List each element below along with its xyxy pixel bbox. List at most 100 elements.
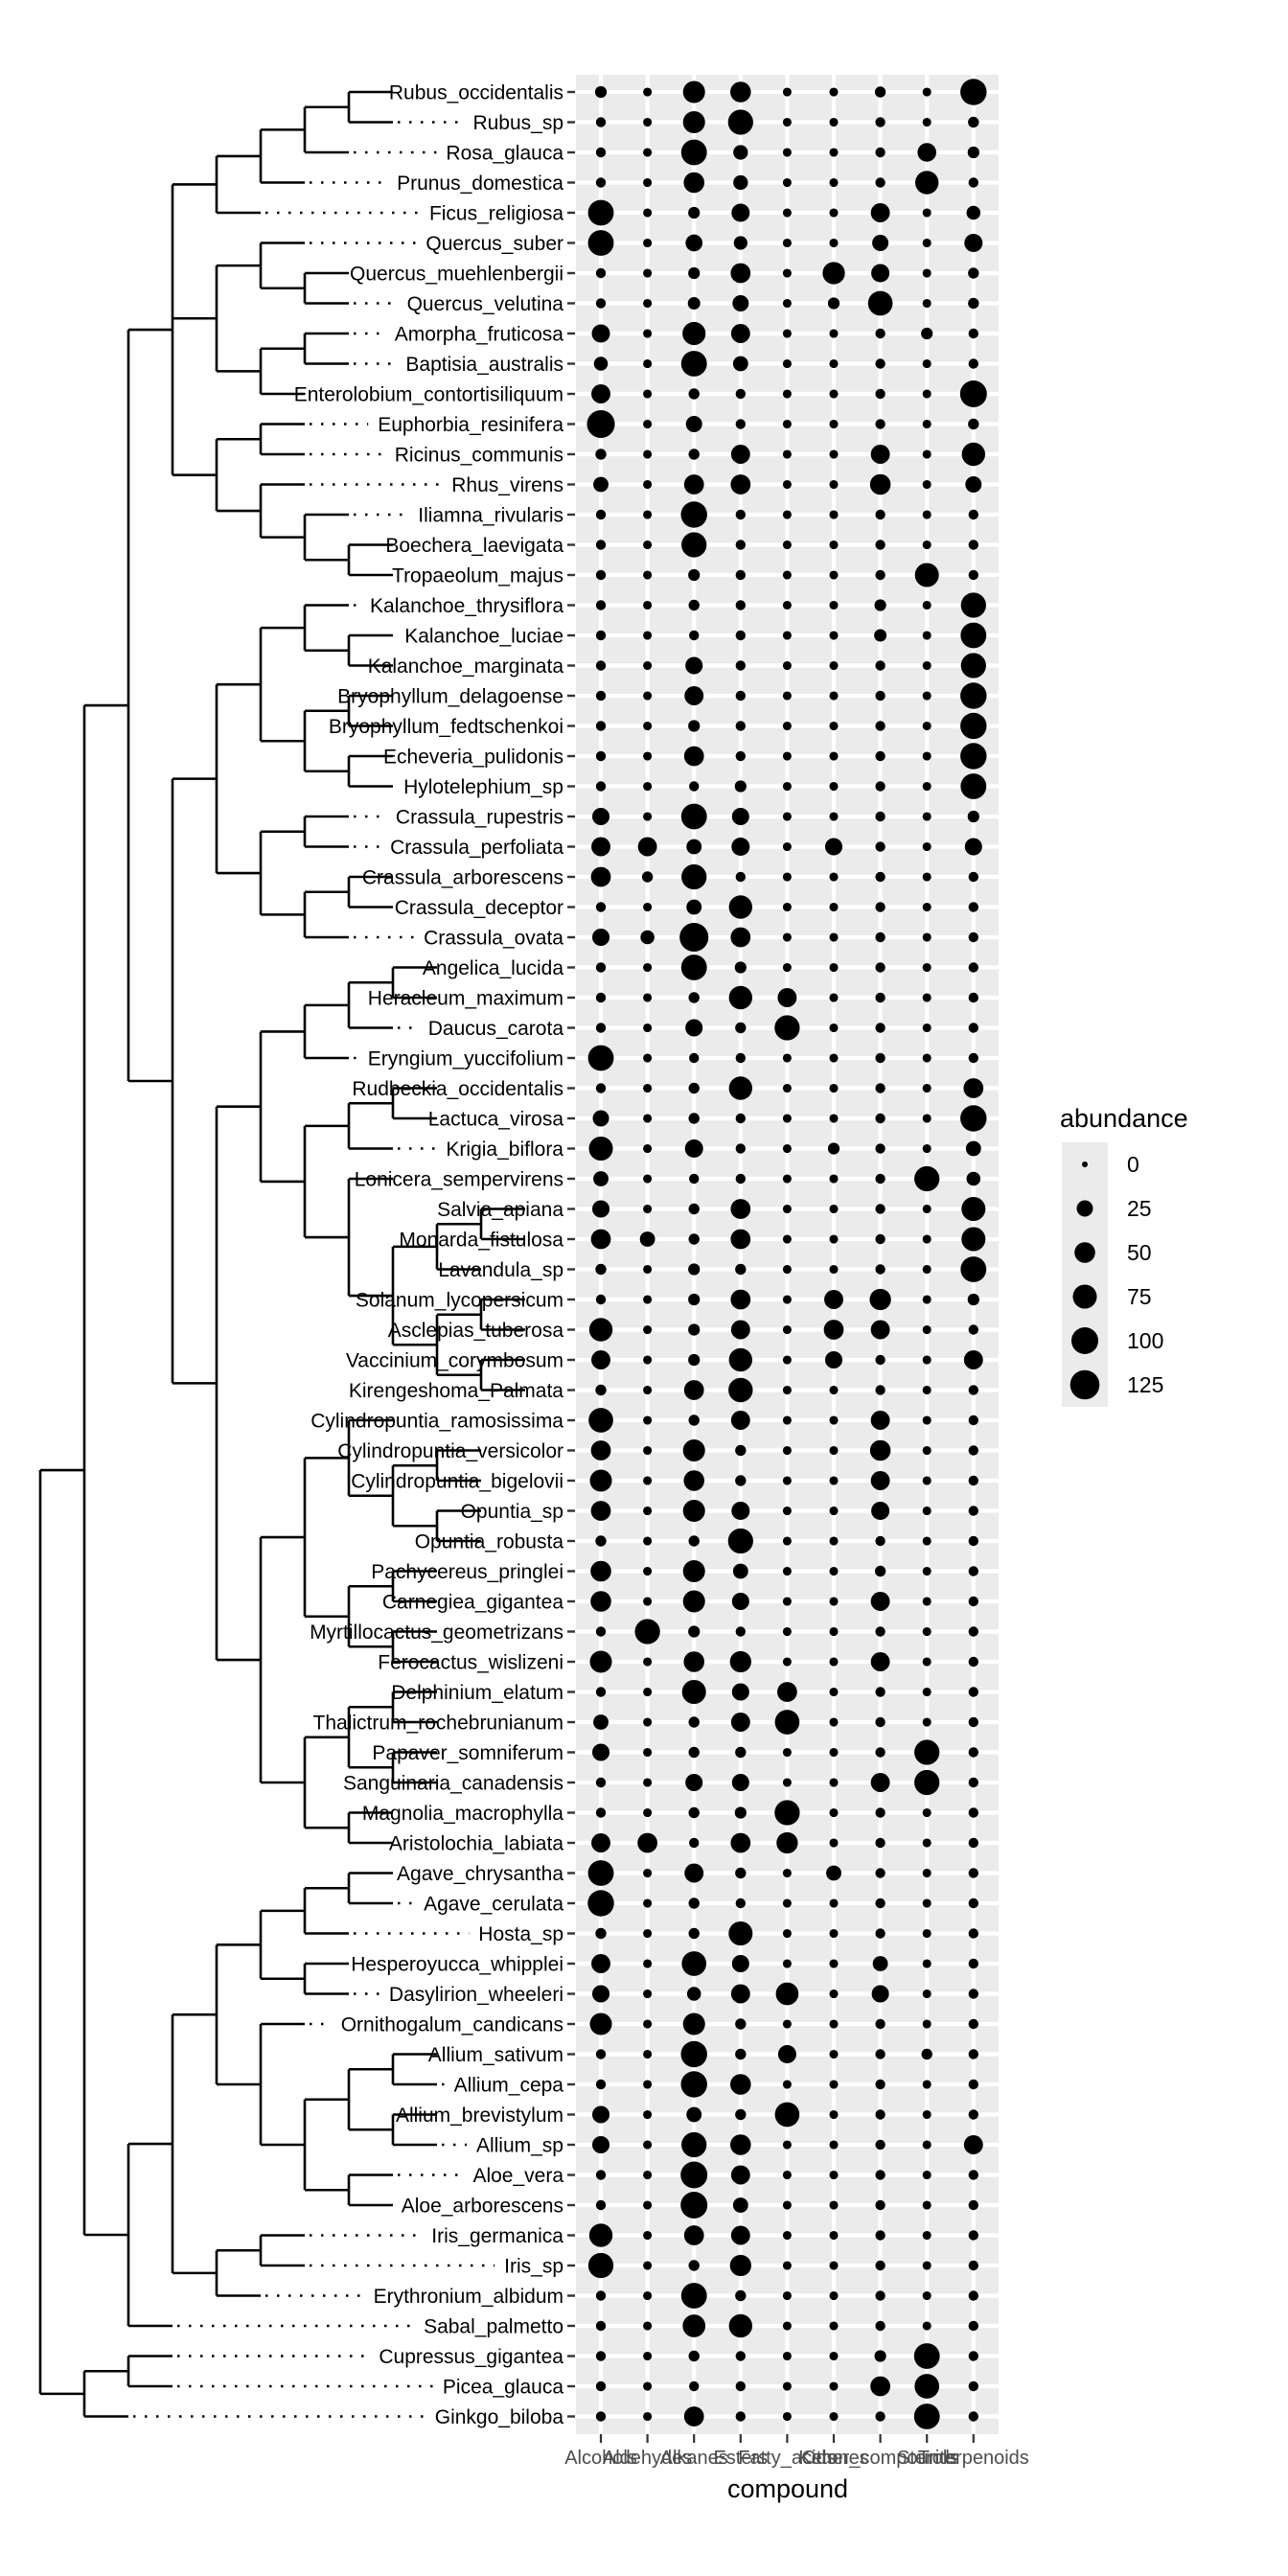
abundance-dot (587, 1860, 614, 1886)
abundance-dot (782, 2230, 792, 2241)
abundance-dot (782, 1295, 792, 1304)
abundance-dot (587, 230, 614, 256)
abundance-dot (968, 2199, 978, 2211)
abundance-dot (823, 1320, 844, 1340)
species-label: Angelica_lucida (423, 957, 564, 979)
abundance-dot (782, 479, 792, 490)
abundance-dot (875, 721, 886, 731)
abundance-dot (680, 2192, 708, 2219)
species-label: Sanguinaria_canadensis (343, 1772, 564, 1794)
abundance-dot (587, 199, 614, 226)
abundance-dot (968, 1958, 978, 1969)
abundance-dot (682, 1438, 705, 1462)
abundance-dot (782, 691, 792, 701)
abundance-dot (870, 1592, 890, 1611)
abundance-dot (684, 1863, 704, 1883)
abundance-dot (774, 2102, 800, 2128)
abundance-dot (829, 2321, 839, 2331)
abundance-dot (688, 1898, 700, 1909)
abundance-dot (727, 109, 753, 135)
abundance-dot (634, 1619, 660, 1644)
abundance-dot (680, 2283, 707, 2309)
abundance-dot (829, 1415, 839, 1425)
abundance-dot (922, 932, 932, 942)
abundance-dot (688, 1233, 700, 1245)
abundance-dot (782, 781, 792, 792)
abundance-dot (829, 510, 839, 519)
abundance-dot (870, 203, 890, 222)
abundance-dot (968, 2351, 978, 2361)
abundance-dot (595, 267, 607, 279)
abundance-dot (829, 87, 839, 97)
abundance-dot (683, 474, 704, 494)
abundance-dot (688, 1293, 701, 1306)
abundance-dot (595, 1263, 607, 1276)
abundance-dot (730, 1411, 750, 1430)
species-label: Aristolochia_labiata (389, 1832, 564, 1854)
abundance-dot (782, 419, 792, 429)
abundance-dot (968, 871, 978, 883)
species-label: Allium_cepa (454, 2074, 564, 2096)
abundance-dot (595, 2351, 607, 2361)
abundance-dot (968, 418, 979, 430)
abundance-dot (776, 1831, 798, 1854)
abundance-dot (688, 720, 701, 732)
abundance-dot (595, 2079, 607, 2090)
abundance-dot (730, 1832, 751, 1853)
abundance-dot (782, 358, 792, 369)
species-label: Bryophyllum_delagoense (337, 685, 564, 707)
x-tick-label: Aldehydes (603, 2448, 692, 2469)
abundance-dot (735, 750, 746, 762)
species-label: Rhus_virens (451, 474, 564, 496)
abundance-dot (829, 993, 839, 1002)
abundance-dot (731, 1683, 749, 1701)
abundance-dot (729, 2254, 751, 2277)
phylogenetic-tree (38, 90, 525, 2418)
abundance-dot (829, 902, 839, 912)
abundance-dot (875, 1173, 886, 1184)
abundance-dot (728, 1076, 753, 1100)
abundance-dot (922, 2290, 932, 2301)
species-label: Opuntia_sp (461, 1501, 564, 1523)
abundance-dot (968, 177, 978, 188)
abundance-dot (643, 781, 653, 792)
abundance-dot (782, 812, 792, 821)
abundance-dot (782, 1053, 792, 1063)
abundance-dot (643, 1204, 653, 1214)
abundance-dot (968, 1385, 978, 1395)
species-label: Kalanchoe_thrysiflora (370, 595, 564, 617)
abundance-dot (782, 962, 792, 973)
species-label: Crassula_deceptor (395, 897, 564, 919)
legend-value-label: 125 (1127, 1372, 1163, 1397)
abundance-dot (688, 1113, 700, 1124)
abundance-dot (595, 1777, 607, 1788)
abundance-dot (688, 1203, 700, 1215)
abundance-dot (875, 2018, 886, 2030)
abundance-dot (595, 2411, 607, 2422)
abundance-dot (735, 1143, 746, 1154)
abundance-dot (829, 1174, 839, 1184)
abundance-dot (922, 1807, 932, 1818)
abundance-dot (875, 2109, 886, 2120)
abundance-dot (960, 653, 986, 678)
abundance-dot (594, 85, 608, 99)
abundance-dot (968, 932, 978, 943)
abundance-dot (685, 1019, 703, 1037)
abundance-dot (922, 721, 932, 731)
abundance-dot (728, 895, 753, 919)
abundance-dot (688, 1927, 700, 1940)
abundance-dot (686, 899, 702, 915)
abundance-dot (591, 1743, 610, 1761)
abundance-dot (688, 1746, 700, 1759)
abundance-dot (782, 1597, 792, 1606)
abundance-dot (922, 1989, 932, 1999)
abundance-dot (728, 1920, 753, 1946)
abundance-dot (829, 751, 839, 761)
abundance-dot (782, 540, 792, 550)
abundance-dot (922, 902, 932, 912)
abundance-dot (968, 1898, 978, 1909)
abundance-dot (829, 1204, 839, 1214)
abundance-dot (963, 1078, 984, 1098)
abundance-dot (829, 238, 839, 248)
abundance-dot (829, 962, 839, 973)
